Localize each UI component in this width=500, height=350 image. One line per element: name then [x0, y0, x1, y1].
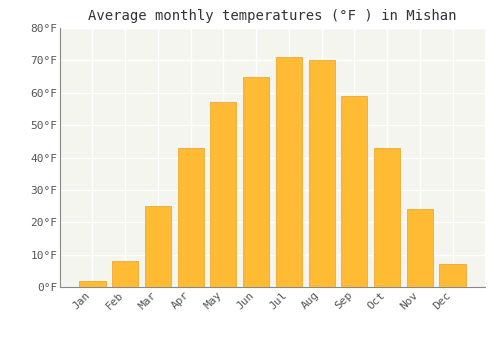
Bar	[178, 148, 204, 287]
Title: Average monthly temperatures (°F ) in Mishan: Average monthly temperatures (°F ) in Mi…	[88, 9, 457, 23]
Bar	[145, 206, 171, 287]
Bar	[308, 60, 334, 287]
Bar	[406, 209, 433, 287]
Bar	[80, 281, 106, 287]
Bar	[374, 148, 400, 287]
Bar	[243, 77, 269, 287]
Bar	[440, 264, 466, 287]
Bar	[342, 96, 367, 287]
Bar	[112, 261, 138, 287]
Bar	[210, 103, 236, 287]
Bar	[276, 57, 302, 287]
